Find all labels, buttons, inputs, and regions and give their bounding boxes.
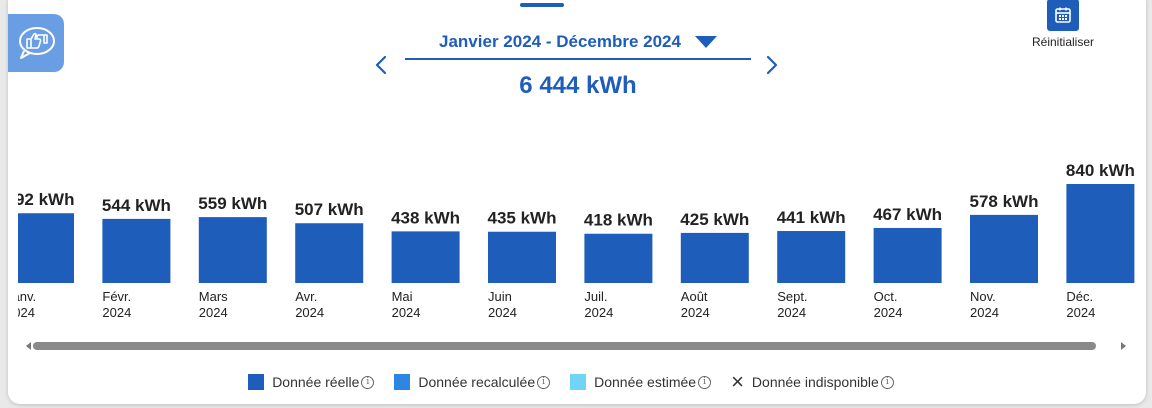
legend-label-estimated: Donnée estimée xyxy=(594,374,697,390)
year-tick-label: 2024 xyxy=(970,305,999,320)
bar-7[interactable] xyxy=(680,232,749,283)
month-tick-label: Nov. xyxy=(970,289,996,304)
legend-item-recalculated: Donnée recalculée i xyxy=(394,374,562,390)
bar-11[interactable] xyxy=(1066,184,1135,283)
year-tick-label: 2024 xyxy=(8,305,35,320)
info-icon[interactable]: i xyxy=(537,375,551,389)
month-tick-label: Févr. xyxy=(102,289,131,304)
bar-value-label: 544 kWh xyxy=(102,196,171,215)
legend-swatch-recalculated xyxy=(394,374,411,390)
bar-value-label: 559 kWh xyxy=(198,194,267,213)
caret-down-icon xyxy=(694,36,717,48)
month-tick-label: Août xyxy=(681,289,708,304)
month-tick-label: Mars xyxy=(199,289,228,304)
bar-2[interactable] xyxy=(198,217,267,283)
bar-value-label: 425 kWh xyxy=(680,210,749,229)
month-tick-label: Juil. xyxy=(584,289,607,304)
legend-item-real: Donnée réelle i xyxy=(248,374,386,390)
bar-value-label: 467 kWh xyxy=(873,205,942,224)
consumption-chart: 592 kWh Janv. 2024 544 kWh Févr. 2024 559 kWh M… xyxy=(8,0,1146,404)
year-tick-label: 2024 xyxy=(584,305,613,320)
bar-3[interactable] xyxy=(295,223,364,283)
year-tick-label: 2024 xyxy=(1066,305,1095,320)
period-selector[interactable]: Janvier 2024 - Décembre 2024 xyxy=(405,32,751,60)
scroll-left-arrow-icon[interactable] xyxy=(26,342,31,350)
year-tick-label: 2024 xyxy=(777,305,806,320)
scroll-right-arrow-icon[interactable] xyxy=(1121,342,1126,350)
legend-label-unavailable: Donnée indisponible xyxy=(751,374,879,390)
info-icon[interactable]: i xyxy=(880,375,894,389)
legend-label-recalculated: Donnée recalculée xyxy=(418,374,536,390)
reset-button[interactable]: Réinitialiser xyxy=(1008,0,1118,49)
bar-4[interactable] xyxy=(391,231,460,283)
reset-label: Réinitialiser xyxy=(1031,35,1095,49)
legend-item-unavailable: × Donnée indisponible i xyxy=(731,369,906,394)
consumption-card: Janvier 2024 - Décembre 2024 6 444 kWh R… xyxy=(8,0,1146,404)
period-label: Janvier 2024 - Décembre 2024 xyxy=(439,32,681,51)
active-tab-indicator xyxy=(520,3,564,7)
legend-item-estimated: Donnée estimée i xyxy=(570,374,723,390)
legend-swatch-real xyxy=(248,374,265,390)
month-tick-label: Oct. xyxy=(874,289,898,304)
year-tick-label: 2024 xyxy=(102,305,131,320)
bar-8[interactable] xyxy=(777,231,846,283)
calendar-icon xyxy=(1047,0,1079,31)
month-tick-label: Sept. xyxy=(777,289,807,304)
year-tick-label: 2024 xyxy=(874,305,903,320)
bar-6[interactable] xyxy=(584,233,653,283)
year-tick-label: 2024 xyxy=(199,305,228,320)
cross-icon: × xyxy=(731,369,744,394)
bar-value-label: 418 kWh xyxy=(584,211,653,230)
month-tick-label: Mai xyxy=(392,289,413,304)
legend-swatch-estimated xyxy=(570,374,587,390)
bar-0[interactable] xyxy=(8,213,74,283)
year-tick-label: 2024 xyxy=(392,305,421,320)
bar-value-label: 507 kWh xyxy=(295,200,364,219)
bar-5[interactable] xyxy=(488,231,556,283)
bar-value-label: 592 kWh xyxy=(8,190,74,209)
chart-legend: Donnée réelle i Donnée recalculée i Donn… xyxy=(8,369,1146,394)
bar-1[interactable] xyxy=(102,218,171,283)
month-tick-label: Janv. xyxy=(8,289,36,304)
bar-value-label: 435 kWh xyxy=(488,209,557,228)
year-tick-label: 2024 xyxy=(488,305,517,320)
feedback-button[interactable] xyxy=(8,14,64,72)
bar-value-label: 840 kWh xyxy=(1066,161,1135,180)
bar-9[interactable] xyxy=(873,227,942,283)
chevron-right-icon[interactable] xyxy=(763,54,781,76)
legend-label-real: Donnée réelle xyxy=(272,374,360,390)
thumbs-feedback-icon xyxy=(19,27,55,59)
chevron-left-icon[interactable] xyxy=(372,54,390,76)
month-tick-label: Juin xyxy=(488,289,512,304)
bar-10[interactable] xyxy=(970,214,1038,283)
year-tick-label: 2024 xyxy=(681,305,710,320)
info-icon[interactable]: i xyxy=(698,375,712,389)
bar-value-label: 438 kWh xyxy=(391,208,460,227)
bar-value-label: 578 kWh xyxy=(970,192,1039,211)
month-tick-label: Déc. xyxy=(1066,289,1093,304)
bar-value-label: 441 kWh xyxy=(777,208,846,227)
year-tick-label: 2024 xyxy=(295,305,324,320)
info-icon[interactable]: i xyxy=(361,375,375,389)
scrollbar-thumb[interactable] xyxy=(33,342,1096,350)
month-tick-label: Avr. xyxy=(295,289,317,304)
total-consumption: 6 444 kWh xyxy=(519,72,637,99)
